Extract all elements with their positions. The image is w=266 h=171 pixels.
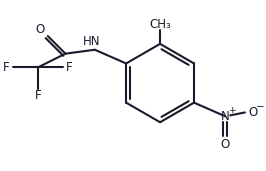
Text: F: F xyxy=(3,61,10,74)
Text: F: F xyxy=(35,89,41,102)
Text: HN: HN xyxy=(83,35,101,48)
Text: CH₃: CH₃ xyxy=(149,18,171,31)
Text: O: O xyxy=(221,138,230,151)
Text: O: O xyxy=(35,23,45,36)
Text: F: F xyxy=(66,61,73,74)
Text: O: O xyxy=(248,106,257,119)
Text: +: + xyxy=(228,106,236,115)
Text: N: N xyxy=(221,110,230,123)
Text: −: − xyxy=(256,102,265,111)
